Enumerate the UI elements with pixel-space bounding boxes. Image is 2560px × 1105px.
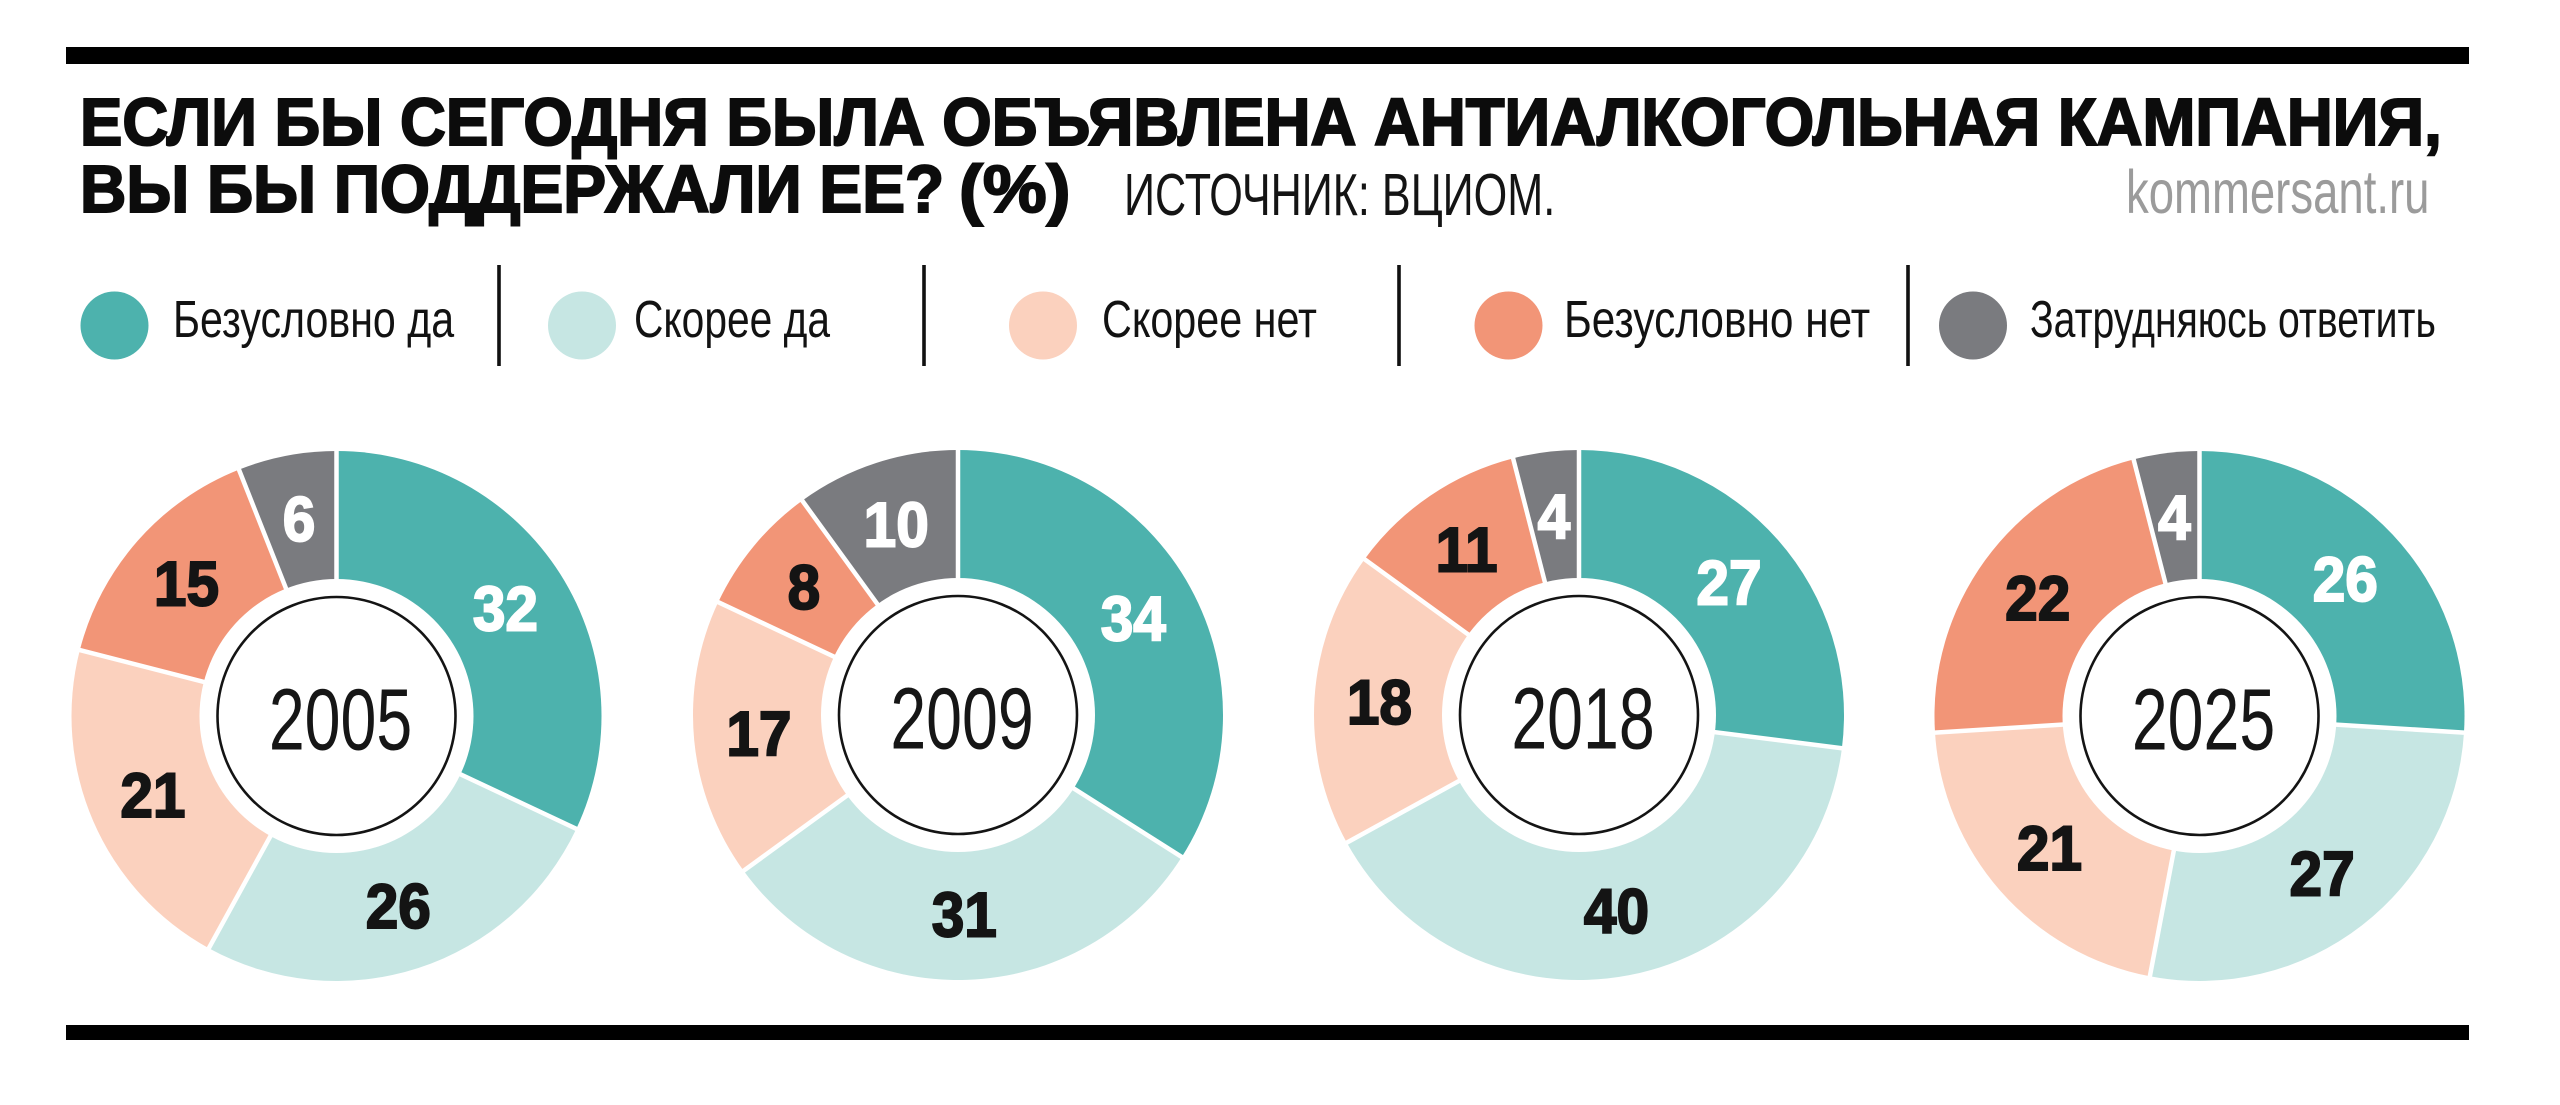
svg-text:4: 4 [2158,482,2191,552]
svg-text:21: 21 [2017,813,2082,883]
svg-text:4: 4 [1538,481,1571,551]
svg-text:31: 31 [932,880,997,950]
svg-text:40: 40 [1584,876,1649,946]
svg-text:32: 32 [473,574,538,644]
svg-text:18: 18 [1347,667,1412,737]
svg-text:2018: 2018 [1511,671,1654,768]
svg-text:26: 26 [366,871,431,941]
svg-text:26: 26 [2313,544,2378,614]
svg-text:17: 17 [726,699,791,769]
svg-text:27: 27 [1696,547,1761,617]
svg-text:8: 8 [788,552,821,622]
svg-text:11: 11 [1436,514,1498,584]
svg-text:34: 34 [1101,583,1166,653]
svg-text:2009: 2009 [890,671,1033,768]
svg-text:21: 21 [120,760,185,830]
svg-text:6: 6 [283,484,316,554]
svg-text:22: 22 [2005,563,2070,633]
svg-text:15: 15 [154,548,219,618]
svg-text:27: 27 [2290,839,2355,909]
svg-text:2025: 2025 [2132,672,2275,769]
svg-text:2005: 2005 [269,672,412,769]
svg-text:10: 10 [864,490,929,560]
